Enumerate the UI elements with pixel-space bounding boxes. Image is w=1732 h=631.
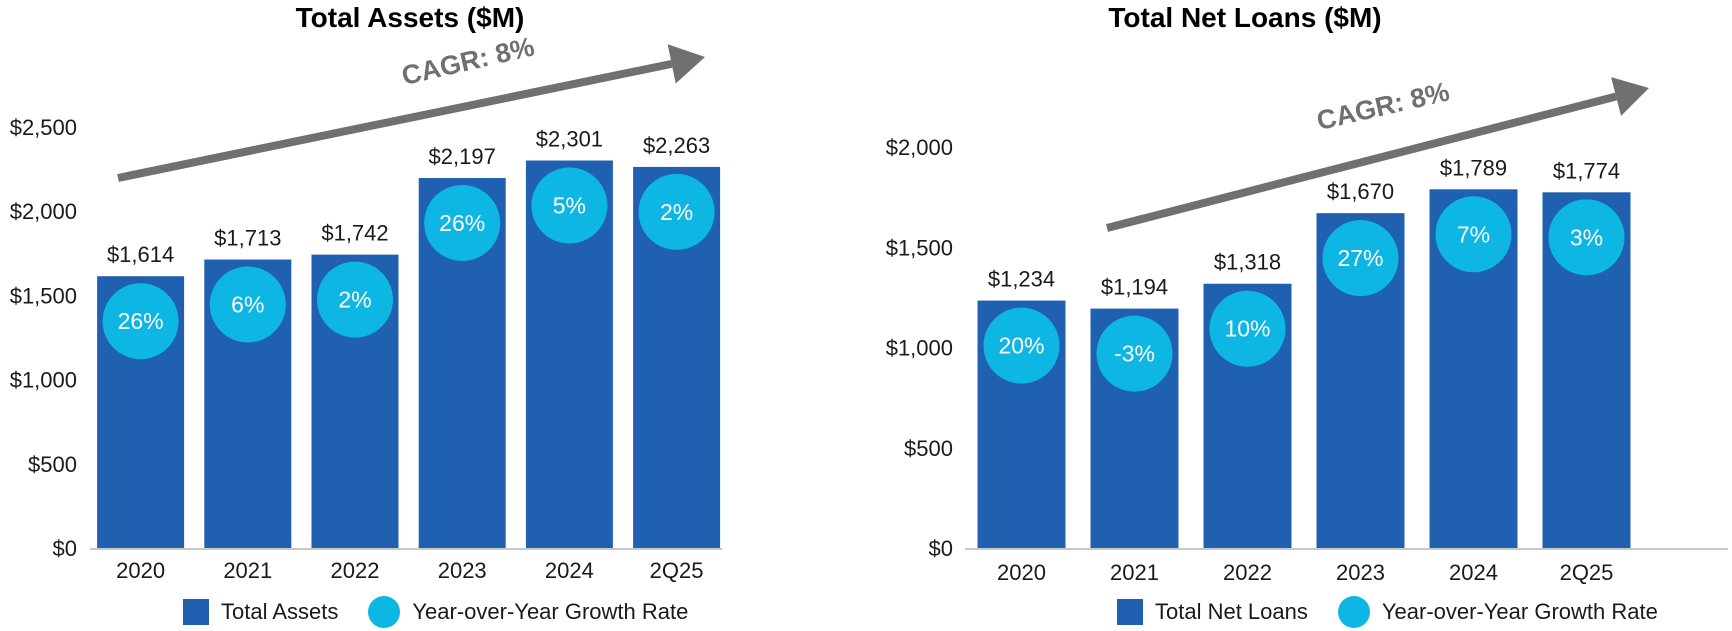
growth-rate-label: 6% xyxy=(231,292,264,318)
growth-bubble xyxy=(424,185,501,262)
y-tick-label: $2,000 xyxy=(10,199,77,224)
x-category-label: 2020 xyxy=(116,558,165,583)
growth-bubble xyxy=(1322,220,1399,297)
growth-rate-label: 2% xyxy=(338,287,371,313)
legend-bubble-swatch xyxy=(1337,596,1370,628)
legend: Total Net Loans Year-over-Year Growth Ra… xyxy=(1117,596,1658,628)
bar-value-label: $1,713 xyxy=(214,226,281,251)
bar-value-label: $1,194 xyxy=(1101,275,1168,300)
legend-bubble-swatch xyxy=(368,596,401,628)
growth-rate-label: 26% xyxy=(118,308,164,334)
y-tick-label: $1,000 xyxy=(10,368,77,393)
growth-bubble xyxy=(209,266,286,343)
bar-value-label: $1,742 xyxy=(321,221,388,246)
bar-value-label: $1,670 xyxy=(1327,179,1394,204)
x-category-label: 2Q25 xyxy=(1560,560,1614,585)
y-tick-label: $1,000 xyxy=(886,336,953,361)
growth-rate-label: 5% xyxy=(553,193,586,219)
bar-value-label: $2,263 xyxy=(643,133,710,158)
growth-rate-label: 3% xyxy=(1570,224,1603,250)
cagr-arrow-line xyxy=(1105,92,1618,232)
bar-value-label: $1,318 xyxy=(1214,250,1281,275)
y-tick-label: $500 xyxy=(28,452,77,477)
growth-bubble xyxy=(1548,199,1625,276)
growth-bubble xyxy=(1096,315,1173,392)
x-category-label: 2020 xyxy=(997,560,1046,585)
bar-value-label: $1,234 xyxy=(988,267,1055,292)
bar-value-label: $1,774 xyxy=(1553,158,1620,183)
cagr-arrow-head xyxy=(1611,77,1649,116)
growth-bubble xyxy=(102,283,179,360)
cagr-arrow-line xyxy=(117,59,673,182)
legend-label-bars: Total Net Loans xyxy=(1155,599,1308,624)
bar-value-label: $1,614 xyxy=(107,242,174,267)
growth-bubble xyxy=(317,261,393,338)
x-category-label: 2022 xyxy=(1223,560,1272,585)
growth-rate-label: 27% xyxy=(1337,245,1383,271)
y-tick-label: $1,500 xyxy=(10,283,77,308)
growth-bubble xyxy=(531,167,608,244)
growth-rate-label: 10% xyxy=(1224,316,1270,342)
x-category-label: 2023 xyxy=(1336,560,1385,585)
chart-title: Total Net Loans ($M) xyxy=(1108,2,1382,33)
y-tick-label: $2,000 xyxy=(886,135,953,160)
legend-label-growth: Year-over-Year Growth Rate xyxy=(1381,599,1658,624)
legend: Total Assets Year-over-Year Growth Rate xyxy=(183,596,688,628)
legend-bar-swatch xyxy=(1117,599,1143,625)
legend-label-growth: Year-over-Year Growth Rate xyxy=(412,599,689,624)
growth-rate-label: 26% xyxy=(439,210,485,236)
growth-bubble xyxy=(1435,196,1512,273)
total-assets-panel: Total Assets ($M) $0 $500 $1,000 $1,500 $2,0… xyxy=(0,0,820,631)
y-tick-label: $1,500 xyxy=(886,235,953,260)
cagr-label: CAGR: 8% xyxy=(399,31,537,91)
cagr-label: CAGR: 8% xyxy=(1314,76,1452,136)
total-net-loans-chart: $0 $500 $1,000 $1,500 $2,000 $1,234 20% 2020 $1,… xyxy=(886,76,1728,585)
x-category-label: 2024 xyxy=(545,558,594,583)
x-category-label: 2021 xyxy=(223,558,272,583)
total-assets-chart: $0 $500 $1,000 $1,500 $2,000 $2,500 $1,614 26% 2… xyxy=(10,31,722,583)
y-tick-label: $2,500 xyxy=(10,115,77,140)
growth-bubble xyxy=(1209,290,1286,367)
growth-rate-label: 20% xyxy=(998,333,1044,359)
bar-value-label: $1,789 xyxy=(1440,155,1507,180)
y-tick-label: $0 xyxy=(53,536,77,561)
bar-value-label: $2,301 xyxy=(536,127,603,152)
growth-rate-label: -3% xyxy=(1114,341,1155,367)
x-category-label: 2022 xyxy=(331,558,380,583)
total-net-loans-panel: Total Net Loans ($M) $0 $500 $1,000 $1,500 $… xyxy=(860,0,1732,631)
legend-bar-swatch xyxy=(183,599,209,625)
x-category-label: 2021 xyxy=(1110,560,1159,585)
bar-value-label: $2,197 xyxy=(429,144,496,169)
legend-label-bars: Total Assets xyxy=(221,599,339,624)
growth-rate-label: 2% xyxy=(660,199,693,225)
x-category-label: 2023 xyxy=(438,558,487,583)
y-tick-label: $500 xyxy=(904,436,953,461)
growth-rate-label: 7% xyxy=(1457,221,1490,247)
y-tick-label: $0 xyxy=(929,536,953,561)
cagr-arrow-head xyxy=(667,44,705,84)
growth-bubble xyxy=(638,173,715,250)
growth-bubble xyxy=(983,307,1060,384)
x-category-label: 2024 xyxy=(1449,560,1498,585)
chart-title: Total Assets ($M) xyxy=(295,2,525,33)
x-category-label: 2Q25 xyxy=(650,558,704,583)
